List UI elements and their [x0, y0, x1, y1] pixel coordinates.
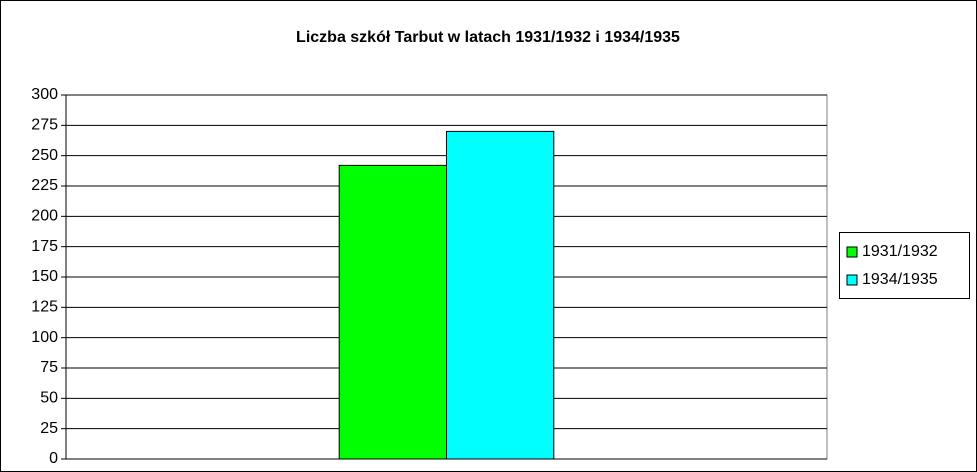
legend-swatch — [846, 246, 858, 258]
legend-swatch — [846, 274, 858, 286]
y-tick-label: 300 — [31, 86, 58, 103]
y-tick-label: 100 — [31, 329, 58, 346]
y-tick-label: 275 — [31, 117, 58, 134]
y-tick-label: 225 — [31, 177, 58, 194]
legend-label: 1931/1932 — [862, 243, 938, 260]
bar — [338, 164, 448, 460]
y-tick-label: 25 — [40, 420, 58, 437]
chart-title: Liczba szkół Tarbut w latach 1931/1932 i… — [296, 29, 680, 46]
y-tick-label: 75 — [40, 359, 58, 376]
y-tick-label: 50 — [40, 390, 58, 407]
bar — [446, 130, 555, 460]
legend — [839, 232, 970, 299]
y-tick-label: 200 — [31, 208, 58, 225]
y-tick-label: 250 — [31, 147, 58, 164]
y-tick-label: 0 — [49, 450, 58, 467]
y-tick-label: 125 — [31, 299, 58, 316]
legend-label: 1934/1935 — [862, 271, 938, 288]
y-tick-label: 150 — [31, 268, 58, 285]
y-tick-label: 175 — [31, 238, 58, 255]
